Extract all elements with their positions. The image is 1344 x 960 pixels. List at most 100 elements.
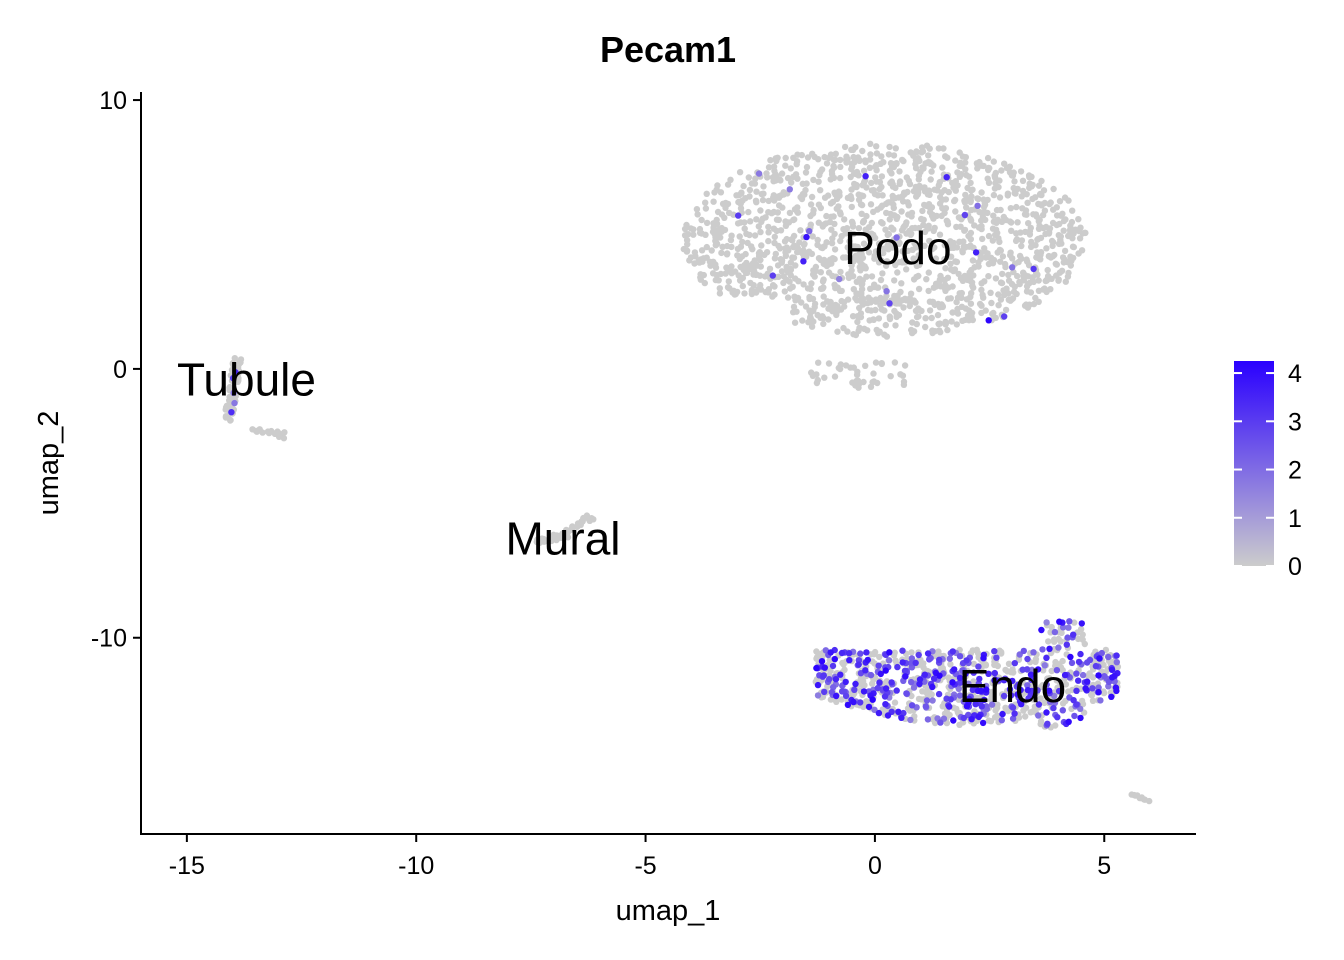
cell-point [854, 368, 861, 375]
cell-point [889, 244, 896, 251]
cell-point [749, 246, 756, 253]
cell-point [825, 316, 832, 323]
cell-point [855, 225, 863, 232]
cell-point [1059, 707, 1067, 714]
cell-point [848, 203, 855, 211]
cell-point [1112, 684, 1120, 691]
cell-point [1077, 714, 1084, 722]
cell-point [1037, 695, 1044, 702]
cell-point [997, 258, 1004, 265]
cell-point [861, 325, 868, 332]
cell-point [1024, 655, 1031, 663]
cell-point [827, 649, 834, 656]
cell-point [1077, 650, 1084, 658]
cell-point [895, 240, 903, 248]
cell-point [1037, 234, 1045, 242]
cell-point [876, 178, 884, 186]
cell-point [892, 322, 899, 329]
cell-point [1084, 672, 1092, 679]
cell-point [710, 258, 717, 265]
cell-point [1026, 174, 1033, 181]
cell-point [1011, 660, 1018, 667]
cell-point [741, 219, 748, 226]
legend-tick-label: 1 [1288, 505, 1302, 533]
cell-point [858, 281, 865, 288]
cell-point [919, 207, 926, 215]
cell-point [1113, 659, 1121, 666]
cell-point [965, 680, 972, 687]
cell-point [937, 329, 944, 336]
cell-point [842, 692, 850, 700]
cell-point [983, 703, 990, 710]
cluster-label: Endo [959, 660, 1066, 712]
cell-point [979, 719, 987, 727]
cell-point [833, 692, 840, 700]
cell-point [742, 269, 750, 277]
cell-point [827, 176, 834, 183]
cell-point [717, 234, 724, 241]
cell-point [807, 285, 814, 293]
cell-point [855, 251, 863, 258]
cell-point [1088, 691, 1095, 698]
cell-point [978, 668, 986, 675]
cell-point [1038, 177, 1045, 185]
cell-point [876, 679, 883, 686]
cell-point [798, 299, 805, 306]
cell-point [231, 355, 238, 362]
cell-point [1026, 301, 1033, 308]
cell-point [1055, 644, 1062, 651]
cell-point [781, 238, 789, 245]
cell-point [949, 283, 956, 290]
cell-point [1061, 247, 1069, 255]
cell-point [1061, 671, 1069, 679]
cell-point [1027, 243, 1035, 251]
cell-point [992, 179, 999, 187]
cell-point [850, 331, 857, 338]
cell-point [1078, 620, 1086, 627]
cell-point [1047, 698, 1054, 706]
cell-point [882, 262, 890, 269]
cell-point [1023, 283, 1031, 290]
cell-point [1021, 211, 1029, 218]
cell-point [962, 670, 969, 677]
cell-point [939, 164, 946, 171]
cell-point [703, 243, 710, 251]
cell-point [773, 172, 780, 179]
cell-point [907, 716, 914, 724]
cell-point [736, 233, 743, 240]
cell-point [836, 209, 844, 216]
cell-point [1092, 662, 1100, 670]
cell-point [1023, 256, 1030, 263]
cell-point [956, 653, 964, 660]
cell-point [887, 160, 895, 167]
cell-point [925, 269, 932, 276]
cell-point [992, 275, 1000, 282]
cell-point [888, 170, 895, 177]
cell-point [573, 523, 581, 530]
cell-point [997, 279, 1005, 286]
cell-point [991, 714, 999, 721]
cell-point [1004, 707, 1012, 715]
cell-point [837, 156, 844, 164]
cell-point [1040, 667, 1047, 674]
cell-point [867, 140, 874, 147]
cell-point [988, 701, 996, 708]
cell-point [1045, 253, 1053, 260]
cell-point [840, 324, 847, 332]
cell-point [778, 259, 785, 266]
cell-point [879, 270, 886, 277]
cell-point [980, 655, 987, 662]
cell-point [724, 284, 732, 291]
cell-point [902, 673, 909, 680]
cell-point [1024, 273, 1032, 280]
cell-point [838, 696, 845, 703]
cell-point [814, 236, 821, 244]
cell-point [1005, 660, 1013, 667]
cell-point [1010, 184, 1017, 192]
cell-point [985, 273, 992, 280]
cell-point [1024, 682, 1031, 689]
cell-point [806, 295, 813, 303]
cell-point [773, 157, 780, 165]
cell-point [950, 239, 957, 247]
cell-point [1034, 687, 1041, 694]
